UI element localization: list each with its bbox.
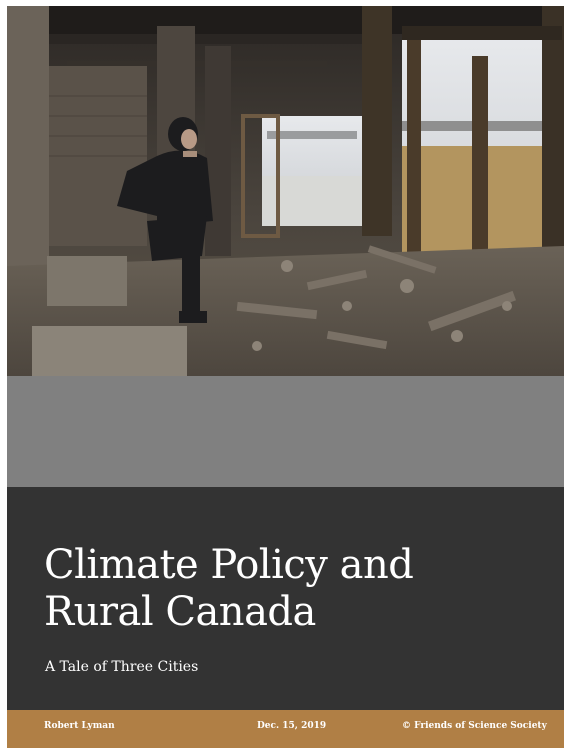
title-block: Climate Policy and Rural Canada A Tale o…: [7, 487, 564, 710]
cover-footer: Robert Lyman Dec. 15, 2019 © Friends of …: [7, 710, 564, 748]
author-name: Robert Lyman: [44, 721, 115, 731]
title-line-1: Climate Policy and: [44, 542, 414, 588]
report-cover: Climate Policy and Rural Canada A Tale o…: [7, 6, 564, 748]
report-subtitle: A Tale of Three Cities: [45, 659, 199, 675]
publication-date: Dec. 15, 2019: [257, 721, 327, 731]
title-line-2: Rural Canada: [44, 589, 316, 635]
organization-copyright: © Friends of Science Society: [402, 721, 547, 731]
report-title: Climate Policy and Rural Canada: [44, 542, 544, 636]
cover-photo: [7, 6, 564, 376]
grey-band: [7, 376, 564, 487]
